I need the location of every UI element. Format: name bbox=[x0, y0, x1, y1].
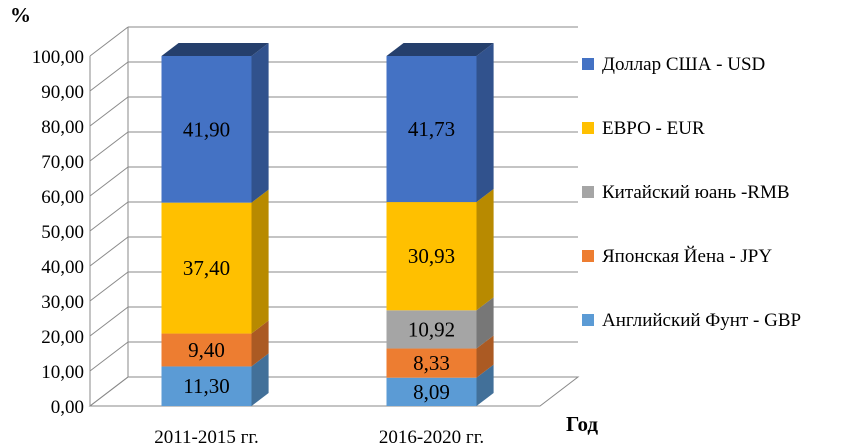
bar-segment bbox=[386, 202, 477, 311]
bar-segment bbox=[386, 348, 477, 378]
legend-swatch bbox=[582, 186, 594, 198]
gridline-side bbox=[89, 166, 129, 197]
data-label: 41,90 bbox=[183, 117, 230, 141]
y-tick-label: 90,00 bbox=[41, 82, 84, 103]
data-label: 8,33 bbox=[413, 351, 450, 375]
chart-bars bbox=[161, 42, 494, 406]
gridline-side bbox=[89, 26, 129, 57]
gridline-side bbox=[89, 341, 129, 372]
data-label: 41,73 bbox=[408, 117, 455, 141]
y-tick-label: 50,00 bbox=[41, 222, 84, 243]
legend-entry: Английский Фунт - GBP bbox=[602, 310, 801, 331]
gridline-side bbox=[89, 271, 129, 302]
x-tick-label: 2011-2015 гг. bbox=[154, 427, 259, 446]
y-tick-label: 70,00 bbox=[41, 152, 84, 173]
bar-top-face bbox=[161, 42, 269, 56]
y-tick-label: 60,00 bbox=[41, 187, 84, 208]
bar-top-face bbox=[386, 42, 494, 56]
y-tick-label: 0,00 bbox=[51, 397, 84, 418]
bar-segment-side bbox=[251, 353, 269, 406]
gridline-side bbox=[89, 201, 129, 232]
data-label: 11,30 bbox=[183, 374, 229, 398]
bar-segment bbox=[386, 310, 477, 349]
y-tick-label: 20,00 bbox=[41, 327, 84, 348]
data-label: 30,93 bbox=[408, 244, 455, 268]
bar-segment-side bbox=[251, 42, 269, 203]
y-tick-label: 10,00 bbox=[41, 362, 84, 383]
gridline-side bbox=[89, 61, 129, 92]
bar-segment bbox=[386, 377, 477, 406]
gridline-side bbox=[89, 96, 129, 127]
bar-segment bbox=[161, 366, 252, 406]
chart-legend: Доллар США - USD ЕВРО - EUR Китайский юань… bbox=[582, 54, 801, 331]
bar-segment-side bbox=[476, 189, 494, 311]
legend-swatch bbox=[582, 250, 594, 262]
data-label: 37,40 bbox=[183, 256, 230, 280]
bar-segment bbox=[161, 56, 252, 203]
x-tick-label: 2016-2020 гг. bbox=[379, 427, 484, 446]
legend-swatch bbox=[582, 122, 594, 134]
data-label: 10,92 bbox=[408, 317, 455, 341]
legend-entry: Доллар США - USD bbox=[602, 54, 765, 75]
chart-axes: 0,00 10,00 20,00 30,00 40,00 50,00 60,00 70,00 8… bbox=[32, 47, 484, 446]
gridline-side bbox=[89, 306, 129, 337]
bar-segment-side bbox=[476, 297, 494, 349]
x-axis-title: Год bbox=[566, 412, 598, 436]
bar-segment bbox=[161, 333, 252, 367]
y-tick-label: 80,00 bbox=[41, 117, 84, 138]
bar-segment-side bbox=[251, 320, 269, 367]
chart-data-labels: 11,30 9,40 37,40 41,90 8,09 8,33 10,92 30,93 41,… bbox=[183, 117, 455, 404]
legend-entry: ЕВРО - EUR bbox=[602, 118, 705, 139]
gridline-side bbox=[89, 236, 129, 267]
legend-swatch bbox=[582, 58, 594, 70]
bar-segment-side bbox=[476, 364, 494, 406]
bar-segment bbox=[161, 202, 252, 334]
y-axis-title: % bbox=[10, 3, 31, 27]
legend-swatch bbox=[582, 314, 594, 326]
bar-segment-side bbox=[476, 335, 494, 378]
bar-segment-side bbox=[251, 189, 269, 334]
bar-segment-side bbox=[476, 42, 494, 203]
y-tick-label: 100,00 bbox=[32, 47, 84, 68]
y-tick-label: 40,00 bbox=[41, 257, 84, 278]
gridline-side bbox=[89, 131, 129, 162]
bar-segment bbox=[386, 56, 477, 203]
data-label: 8,09 bbox=[413, 380, 450, 404]
y-tick-label: 30,00 bbox=[41, 292, 84, 313]
legend-entry: Китайский юань -RMB bbox=[602, 182, 790, 203]
legend-entry: Японская Йена - JPY bbox=[602, 246, 772, 267]
data-label: 9,40 bbox=[188, 338, 225, 362]
